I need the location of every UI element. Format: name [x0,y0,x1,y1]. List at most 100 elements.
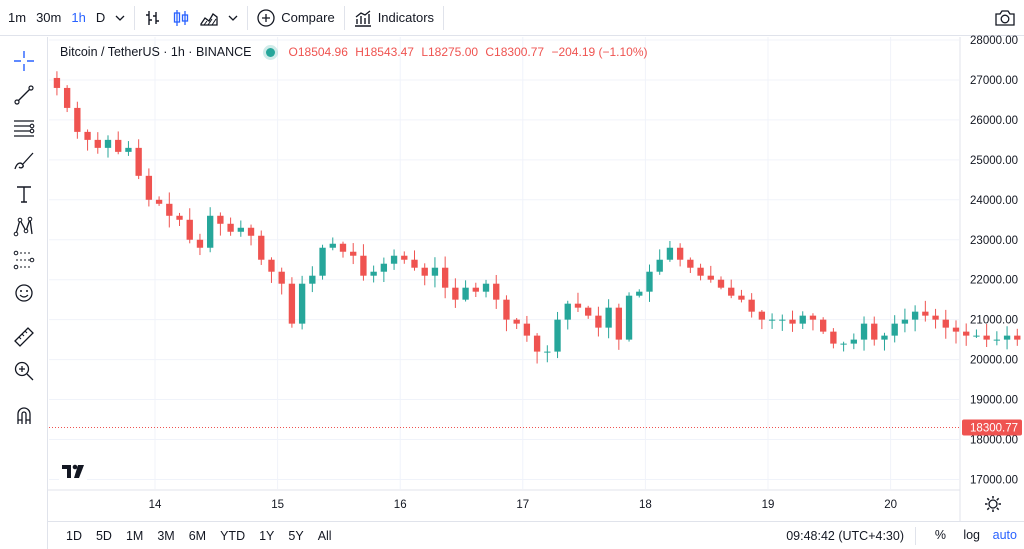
candle-body [748,299,755,312]
plus-circle-icon [257,8,275,27]
candle-body [789,319,796,324]
candle-body [973,335,980,337]
separator [443,5,445,30]
drawing-toolbar [0,37,48,549]
range-6m[interactable]: 6M [188,528,207,543]
chevron-down-icon [115,15,125,21]
candle-body [370,271,377,276]
prediction-tool[interactable] [12,248,36,272]
close-value: C18300.77 [485,45,545,59]
chart-settings-button[interactable] [985,496,1001,512]
indicators-label: Indicators [377,10,435,25]
separator [134,5,136,30]
tradingview-logo [59,458,87,484]
fib-tool[interactable] [12,116,36,140]
price-tick-label: 27000.00 [970,75,1018,87]
last-price-tag-text: 18300.77 [970,422,1018,434]
interval-d[interactable]: D [95,10,106,25]
candle-body [94,139,101,148]
candle-body [799,315,806,324]
trend-line-tool[interactable] [12,83,36,107]
candle-body [196,239,204,248]
interval-30m[interactable]: 30m [36,10,62,25]
candle-body [676,247,684,260]
pattern-tool[interactable] [12,215,36,239]
price-tick-label: 17000.00 [970,474,1018,486]
candle-body [544,351,551,353]
price-axis: 17000.00 18000.00 19000.00 20000.00 21000.00… [970,35,1018,486]
separator [915,527,916,545]
candle-body [360,255,367,276]
camera-icon [995,10,1015,26]
snapshot-button[interactable] [994,7,1016,32]
area-style-button[interactable] [195,0,223,36]
brush-tool[interactable] [12,149,36,173]
candle-body [53,77,61,88]
clock-timezone[interactable]: 09:48:42 (UTC+4:30) [786,529,904,543]
percent-scale-toggle[interactable]: % [934,528,946,542]
market-status-dot [265,47,275,57]
emoji-icon [15,284,33,302]
candle-body [115,139,122,152]
settings-icon [985,496,1001,512]
candle-body [952,327,960,332]
measure-tool[interactable] [12,325,36,349]
crosshair-icon [14,51,34,71]
interval-1m[interactable]: 1m [8,10,27,25]
price-tick-label: 28000.00 [970,35,1018,47]
candle-body [717,279,725,288]
open-value: O18504.96 [288,45,348,59]
candle-body [411,259,418,268]
range-1m[interactable]: 1M [125,528,144,543]
symbol-title[interactable]: Bitcoin / TetherUS · 1h · BINANCE [60,45,252,59]
candle-body [63,87,71,108]
candle-body [186,219,193,240]
interval-1h[interactable]: 1h [71,10,86,25]
bar-style-button[interactable] [139,0,167,36]
interval-dropdown[interactable] [110,0,130,36]
range-3m[interactable]: 3M [157,528,175,543]
range-5d[interactable]: 5D [95,528,112,543]
price-tick-label: 21000.00 [970,315,1018,327]
text-tool[interactable] [12,182,36,206]
candle-body [820,319,827,332]
candle-body [390,255,398,264]
brush-icon [14,152,34,170]
candle-body [166,203,173,216]
candle-body [932,315,939,320]
range-all[interactable]: All [317,528,332,543]
candle-body [830,331,837,344]
time-tick-label: 17 [516,499,529,511]
candle-body [871,323,878,340]
candle-body [922,311,929,316]
indicators-button[interactable]: Indicators [349,0,439,36]
zoom-tool[interactable] [12,359,36,383]
pattern-icon [13,216,33,237]
candle-body [963,331,970,336]
zoom-in-icon [14,361,34,381]
candle-body [155,199,163,204]
price-tick-label: 18000.00 [970,435,1018,447]
range-5y[interactable]: 5Y [288,528,304,543]
candle-body [135,147,142,176]
auto-scale-toggle[interactable]: auto [992,528,1017,542]
candle-body [421,267,428,276]
log-scale-toggle[interactable]: log [963,528,980,542]
range-1y[interactable]: 1Y [259,528,275,543]
candles-style-button[interactable] [167,0,195,36]
emoji-tool[interactable] [12,281,36,305]
compare-button[interactable]: Compare [252,0,339,36]
candles-series [53,71,1021,364]
compare-label: Compare [281,10,335,25]
magnet-tool[interactable] [12,404,36,428]
crosshair-tool[interactable] [12,49,36,73]
candles-icon [174,9,189,26]
low-value: L18275.00 [421,45,479,59]
candle-body [533,335,541,352]
chart-style-dropdown[interactable] [223,0,243,36]
range-ytd[interactable]: YTD [220,528,246,543]
candle-body [901,319,909,324]
range-1d[interactable]: 1D [66,528,82,543]
candle-body [258,235,265,260]
